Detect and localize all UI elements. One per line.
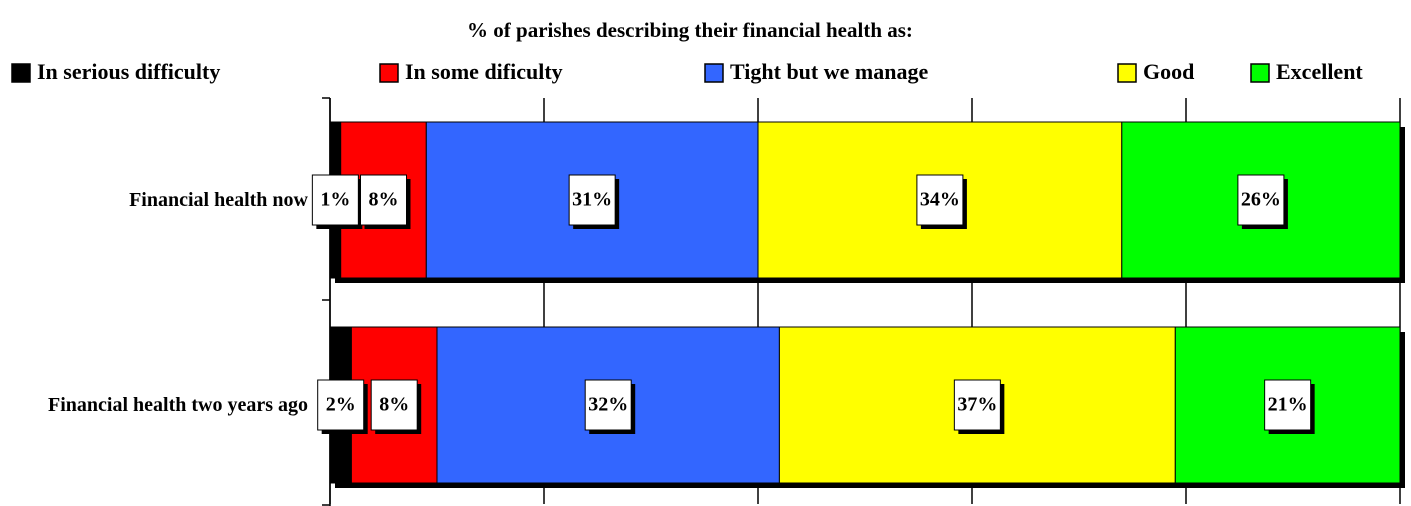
legend-label: In serious difficulty (37, 59, 220, 84)
label-box (584, 379, 632, 431)
data-label: 34% (920, 189, 960, 211)
data-label: 1% (320, 189, 350, 211)
label-box (311, 174, 359, 226)
label-box (370, 379, 418, 431)
data-label: 26% (1241, 189, 1281, 211)
legend-label: In some dificulty (405, 59, 563, 84)
category-label-box: Financial health now (8, 183, 308, 217)
category-label-box: Financial health two years ago (8, 388, 308, 422)
legend-swatch (11, 63, 31, 83)
legend-label: Good (1143, 59, 1194, 84)
legend-swatch (1250, 63, 1270, 83)
label-box (953, 379, 1001, 431)
label-box (360, 174, 407, 226)
data-label: 37% (957, 394, 997, 416)
y-tick-label: Financial health now (129, 189, 308, 211)
y-tick-label: Financial health two years ago (48, 394, 308, 416)
label-box (1237, 174, 1285, 226)
legend-swatch (1117, 63, 1137, 83)
data-label: 31% (572, 189, 612, 211)
legend-label: Tight but we manage (730, 59, 928, 84)
data-label: 8% (379, 394, 409, 416)
legend-label: Excellent (1276, 59, 1363, 84)
label-box (1264, 379, 1312, 431)
data-label: 32% (588, 394, 628, 416)
label-box (916, 174, 964, 226)
data-label: 8% (369, 189, 399, 211)
legend-swatch (379, 63, 399, 83)
data-label: 2% (326, 394, 356, 416)
label-box (568, 174, 616, 226)
label-box (317, 379, 365, 431)
legend-swatch (704, 63, 724, 83)
data-label: 21% (1268, 394, 1308, 416)
chart-title: % of parishes describing their financial… (467, 18, 913, 42)
